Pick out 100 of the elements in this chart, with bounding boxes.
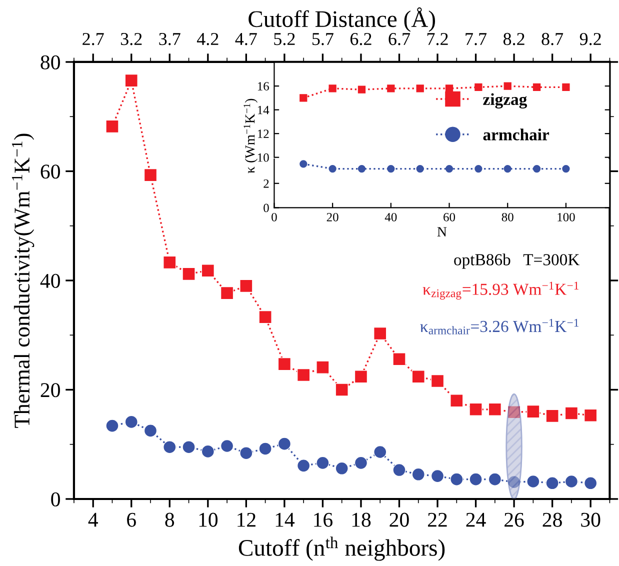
point <box>584 476 598 490</box>
y-tick-label: 2 <box>264 179 269 188</box>
x-tick-label: 20 <box>390 512 409 527</box>
x-tick-label: 12 <box>238 512 256 527</box>
point <box>296 368 310 382</box>
annotation: optB86b T=300K <box>454 254 580 269</box>
legend-label: armchair <box>483 128 550 140</box>
point <box>526 474 540 488</box>
x-tick-label: 0 <box>272 212 277 222</box>
point <box>258 442 272 456</box>
point <box>564 474 578 488</box>
x-tick-label: 6 <box>127 512 136 527</box>
x2-tick-label: 9.2 <box>580 32 601 46</box>
point <box>430 469 444 483</box>
x2-tick-label: 8.2 <box>503 32 524 46</box>
x-tick-label: 26 <box>504 512 524 527</box>
x-tick-label: 14 <box>276 512 295 527</box>
point <box>532 83 541 92</box>
x2-tick-label: 2.7 <box>82 32 104 46</box>
x-tick-label: 22 <box>428 512 447 527</box>
point <box>546 476 559 490</box>
x2-axis-title: Cutoff Distance (Å) <box>248 7 436 32</box>
annotation: κ$_{zigzag}$=15.93 Wm$^{−1}$K$^{−1}$ <box>422 282 578 300</box>
point <box>124 74 138 88</box>
point <box>335 383 348 396</box>
point <box>358 86 366 94</box>
point <box>584 408 598 422</box>
point <box>392 463 406 477</box>
y-tick-label: 12 <box>258 130 269 138</box>
point <box>450 394 464 408</box>
point <box>387 84 395 92</box>
y-tick-label: 0 <box>264 204 269 212</box>
point <box>412 370 425 384</box>
point <box>488 472 502 486</box>
point <box>328 84 336 92</box>
point <box>392 352 406 366</box>
point <box>220 439 234 453</box>
point <box>220 286 234 300</box>
y-tick-label: 60 <box>40 164 60 179</box>
point <box>278 357 292 371</box>
x2-tick-label: 6.2 <box>350 32 372 46</box>
point <box>296 459 310 472</box>
point <box>163 256 176 270</box>
point <box>412 468 425 482</box>
point <box>507 406 521 419</box>
x2-tick-label: 7.2 <box>427 32 448 46</box>
point <box>374 326 387 340</box>
point <box>201 444 215 458</box>
x2-tick-label: 5.2 <box>274 32 295 46</box>
point <box>507 475 521 489</box>
x2-tick-label: 4.2 <box>196 32 218 46</box>
x-axis-title: Cutoff (n$^{th}$ neighbors) <box>238 536 445 561</box>
point <box>488 402 502 416</box>
x2-tick-label: 4.7 <box>235 33 257 46</box>
point <box>335 462 348 475</box>
point <box>182 267 196 281</box>
x-tick-label: 4 <box>88 512 98 527</box>
point <box>474 83 482 92</box>
y-tick-label: 10 <box>258 153 269 162</box>
y-tick-label: 16 <box>258 82 269 90</box>
point <box>526 404 540 418</box>
point <box>354 456 368 470</box>
x-tick-label: 28 <box>542 512 562 527</box>
point <box>240 279 253 293</box>
point <box>240 446 253 460</box>
point <box>144 168 158 182</box>
x-tick-label: 24 <box>466 512 486 527</box>
x2-tick-label: 7.7 <box>466 33 487 46</box>
point <box>469 402 482 416</box>
x-tick-label: 80 <box>502 212 514 222</box>
point <box>201 264 215 278</box>
point <box>564 406 578 420</box>
y-tick-label: 20 <box>40 383 60 398</box>
point <box>163 440 176 454</box>
x-tick-label: 20 <box>326 212 338 222</box>
point <box>106 120 119 134</box>
x2-tick-label: 5.7 <box>312 33 334 46</box>
x-tick-label: 10 <box>199 512 218 527</box>
point <box>546 409 559 423</box>
x-tick-label: 8 <box>165 512 174 527</box>
x2-tick-label: 8.7 <box>542 32 564 46</box>
point <box>182 440 196 454</box>
point <box>430 374 444 388</box>
y-tick-label: 80 <box>40 55 60 70</box>
point <box>316 456 330 470</box>
point <box>469 472 482 486</box>
point <box>316 360 330 374</box>
x2-tick-label: 3.7 <box>159 32 180 46</box>
y-tick-label: 0 <box>51 492 60 506</box>
point <box>354 370 368 384</box>
point <box>300 94 308 102</box>
point <box>445 84 454 92</box>
x2-tick-label: 6.7 <box>388 32 410 46</box>
point <box>450 472 464 486</box>
point <box>562 83 570 92</box>
point <box>124 415 138 429</box>
x-tick-label: 60 <box>444 212 456 222</box>
x-tick-label: 30 <box>581 512 600 527</box>
x-tick-label: 100 <box>558 212 575 222</box>
point <box>416 84 424 92</box>
